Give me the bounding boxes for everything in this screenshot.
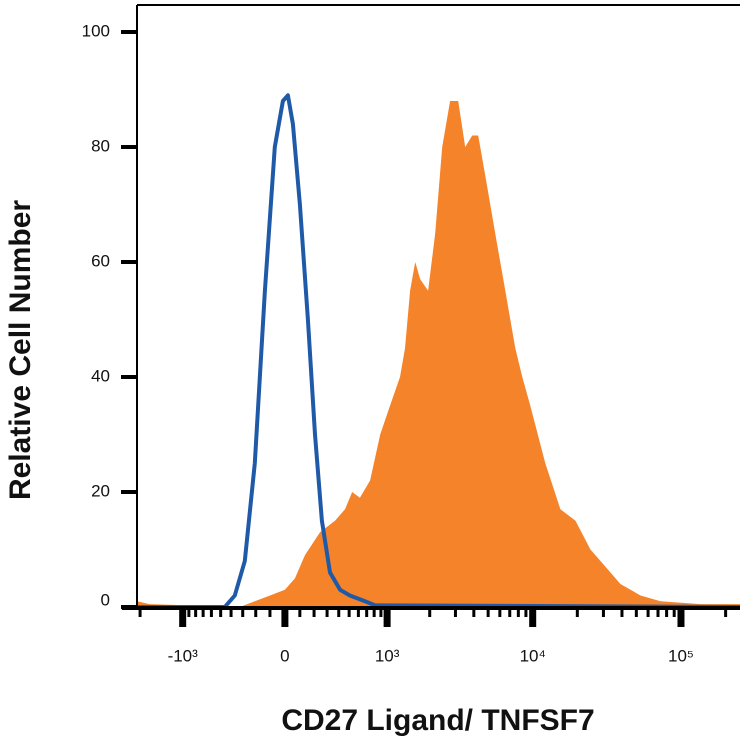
y-tick-label: 20 — [91, 481, 110, 500]
x-tick-label: 10³ — [375, 646, 400, 665]
y-tick-label: 80 — [91, 136, 110, 155]
x-tick-label: -10³ — [168, 646, 199, 665]
histogram-line — [137, 93, 741, 609]
x-tick-label: 0 — [280, 646, 289, 665]
y-tick-label: 100 — [82, 21, 110, 40]
y-tick-label: 60 — [91, 251, 110, 270]
x-tick-label: 10⁵ — [668, 646, 694, 665]
y-tick-label: 40 — [91, 366, 110, 385]
histogram-area — [137, 101, 740, 607]
y-axis-label: Relative Cell Number — [4, 200, 37, 500]
x-tick-label: 10⁴ — [520, 646, 546, 665]
y-tick-label: 0 — [101, 590, 110, 609]
x-axis-label: CD27 Ligand/ TNFSF7 — [281, 704, 594, 737]
